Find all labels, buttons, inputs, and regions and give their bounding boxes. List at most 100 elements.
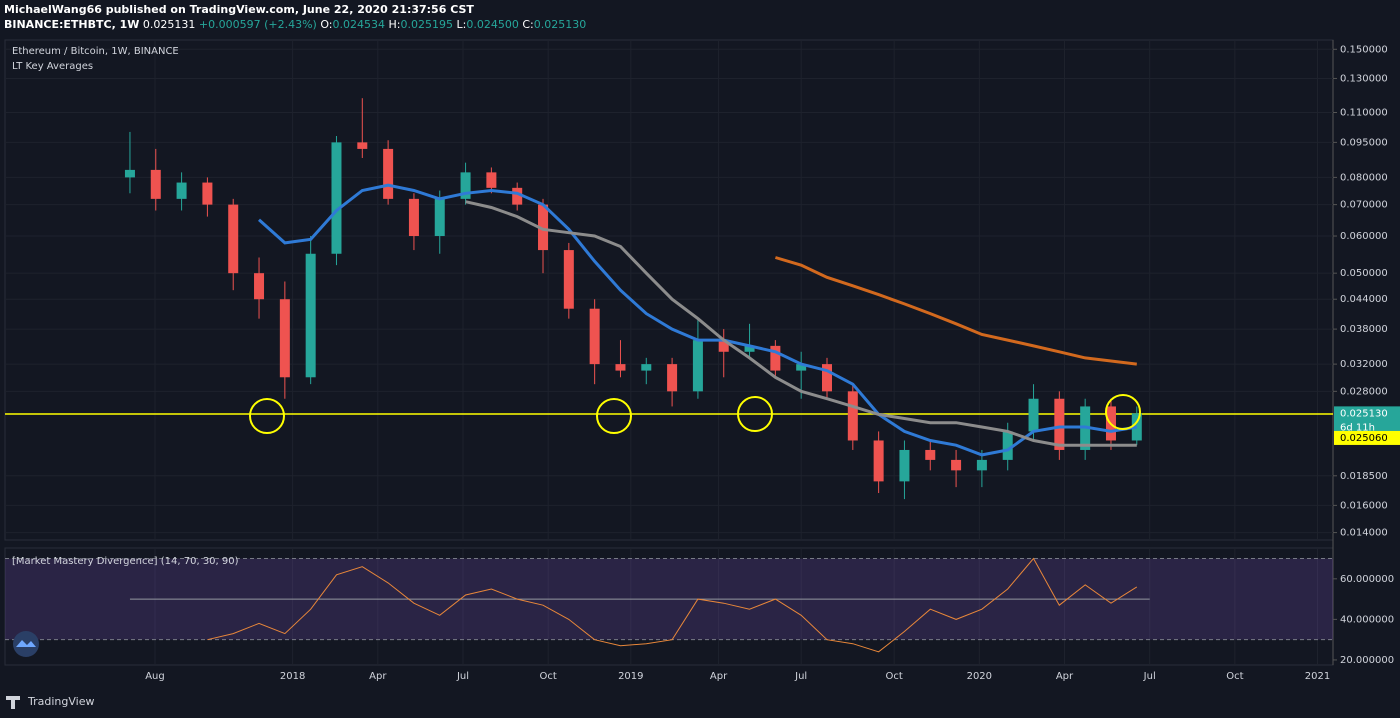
candle-body bbox=[847, 391, 858, 441]
y-tick-label: 0.130000 bbox=[1340, 73, 1388, 84]
candle-body bbox=[305, 253, 316, 378]
ohlc-value: 0.024500 bbox=[466, 18, 519, 31]
candle-body bbox=[563, 250, 574, 309]
x-tick-label: Jul bbox=[1143, 671, 1156, 682]
x-tick-label: Apr bbox=[710, 671, 728, 682]
x-tick-label: Apr bbox=[1056, 671, 1074, 682]
highlight-circle bbox=[249, 398, 285, 434]
candle-body bbox=[460, 172, 471, 199]
x-tick-label: Oct bbox=[1226, 671, 1243, 682]
y-tick-label: 20.000000 bbox=[1340, 655, 1394, 666]
symbol-line: BINANCE:ETHBTC, 1W 0.025131 +0.000597 (+… bbox=[4, 18, 586, 31]
y-tick-label: 0.038000 bbox=[1340, 324, 1388, 335]
y-tick-label: 0.044000 bbox=[1340, 294, 1388, 305]
ohlc-label: L: bbox=[456, 18, 466, 31]
candle-body bbox=[951, 459, 962, 471]
candle-body bbox=[202, 182, 213, 205]
candle-body bbox=[254, 273, 265, 300]
ohlc-value: 0.024534 bbox=[333, 18, 386, 31]
annotations bbox=[249, 394, 1141, 434]
candle-body bbox=[383, 148, 394, 199]
footer-brand: TradingView bbox=[27, 695, 94, 708]
x-tick-label: 2019 bbox=[618, 671, 643, 682]
candle-body bbox=[976, 459, 987, 471]
price-line-tag bbox=[1334, 430, 1400, 445]
highlight-circle bbox=[1105, 394, 1141, 430]
candle-body bbox=[408, 198, 419, 237]
candle-body bbox=[796, 364, 807, 371]
candle-body bbox=[589, 308, 600, 365]
candle-body bbox=[821, 364, 832, 392]
x-tick-label: Oct bbox=[540, 671, 557, 682]
moving-average bbox=[774, 256, 1137, 366]
logo-icon bbox=[16, 640, 36, 647]
candle-body bbox=[873, 440, 884, 482]
candle-body bbox=[538, 204, 549, 251]
chart-subtitle: LT Key Averages bbox=[12, 61, 93, 72]
moving-average bbox=[465, 200, 1137, 447]
x-tick-label: Jul bbox=[794, 671, 807, 682]
candle-body bbox=[124, 169, 135, 178]
oscillator-line bbox=[207, 557, 1138, 653]
y-tick-label: 0.070000 bbox=[1340, 200, 1388, 211]
highlight-circle bbox=[737, 396, 773, 432]
y-tick-label: 0.016000 bbox=[1340, 500, 1388, 511]
candle-body bbox=[331, 142, 342, 254]
y-tick-label: 0.032000 bbox=[1340, 359, 1388, 370]
author-line: MichaelWang66 published on TradingView.c… bbox=[4, 3, 474, 16]
candle-body bbox=[512, 187, 523, 205]
y-tick-label: 0.080000 bbox=[1340, 172, 1388, 183]
candle-body bbox=[770, 345, 781, 371]
candle-body bbox=[1002, 431, 1013, 460]
chart-title: Ethereum / Bitcoin, 1W, BINANCE bbox=[12, 46, 179, 57]
y-tick-label: 0.060000 bbox=[1340, 231, 1388, 242]
ohlc-label: O: bbox=[320, 18, 332, 31]
price-line-label: 0.025060 bbox=[1340, 433, 1388, 444]
candle-body bbox=[434, 198, 445, 237]
candle-body bbox=[176, 182, 187, 199]
x-tick-label: Aug bbox=[145, 671, 165, 682]
y-tick-label: 40.000000 bbox=[1340, 614, 1394, 625]
y-tick-label: 0.018500 bbox=[1340, 471, 1388, 482]
candle-body bbox=[1131, 413, 1142, 441]
x-tick-label: 2018 bbox=[280, 671, 305, 682]
candle-body bbox=[899, 449, 910, 482]
tv-logo bbox=[6, 696, 20, 709]
ohlc-value: 0.025130 bbox=[534, 18, 587, 31]
candle-body bbox=[744, 345, 755, 352]
last-price: 0.025131 bbox=[143, 18, 196, 31]
x-tick-label: Apr bbox=[369, 671, 387, 682]
candle-body bbox=[718, 340, 729, 352]
y-tick-label: 60.000000 bbox=[1340, 574, 1394, 585]
symbol: BINANCE:ETHBTC, 1W bbox=[4, 18, 139, 31]
oscillator-pane bbox=[4, 547, 1334, 666]
candle-body bbox=[1054, 398, 1065, 450]
candle-body bbox=[357, 142, 368, 149]
x-tick-label: Oct bbox=[885, 671, 902, 682]
highlight-circle bbox=[596, 398, 632, 434]
y-tick-label: 0.150000 bbox=[1340, 44, 1388, 55]
candle-body bbox=[486, 172, 497, 188]
ohlc-label: C: bbox=[522, 18, 533, 31]
price-change: +0.000597 (+2.43%) bbox=[199, 18, 317, 31]
candle-body bbox=[692, 340, 703, 392]
candle-body bbox=[615, 364, 626, 371]
main-pane bbox=[4, 39, 1334, 541]
countdown: 6d 11h bbox=[1340, 422, 1375, 433]
x-tick-label: 2021 bbox=[1305, 671, 1330, 682]
y-tick-label: 0.095000 bbox=[1340, 137, 1388, 148]
y-tick-label: 0.050000 bbox=[1340, 268, 1388, 279]
moving-average bbox=[257, 183, 1138, 457]
candle-body bbox=[279, 299, 290, 378]
y-tick-label: 0.028000 bbox=[1340, 386, 1388, 397]
y-tick-label: 0.014000 bbox=[1340, 528, 1388, 539]
last-price-tag bbox=[1334, 406, 1400, 435]
x-tick-label: 2020 bbox=[967, 671, 992, 682]
x-tick-label: Jul bbox=[456, 671, 469, 682]
oscillator-title: [Market Mastery Divergence] (14, 70, 30,… bbox=[12, 556, 239, 567]
candle-body bbox=[667, 364, 678, 392]
candle-body bbox=[641, 364, 652, 371]
candle-body bbox=[150, 169, 161, 199]
ohlc-label: H: bbox=[389, 18, 401, 31]
